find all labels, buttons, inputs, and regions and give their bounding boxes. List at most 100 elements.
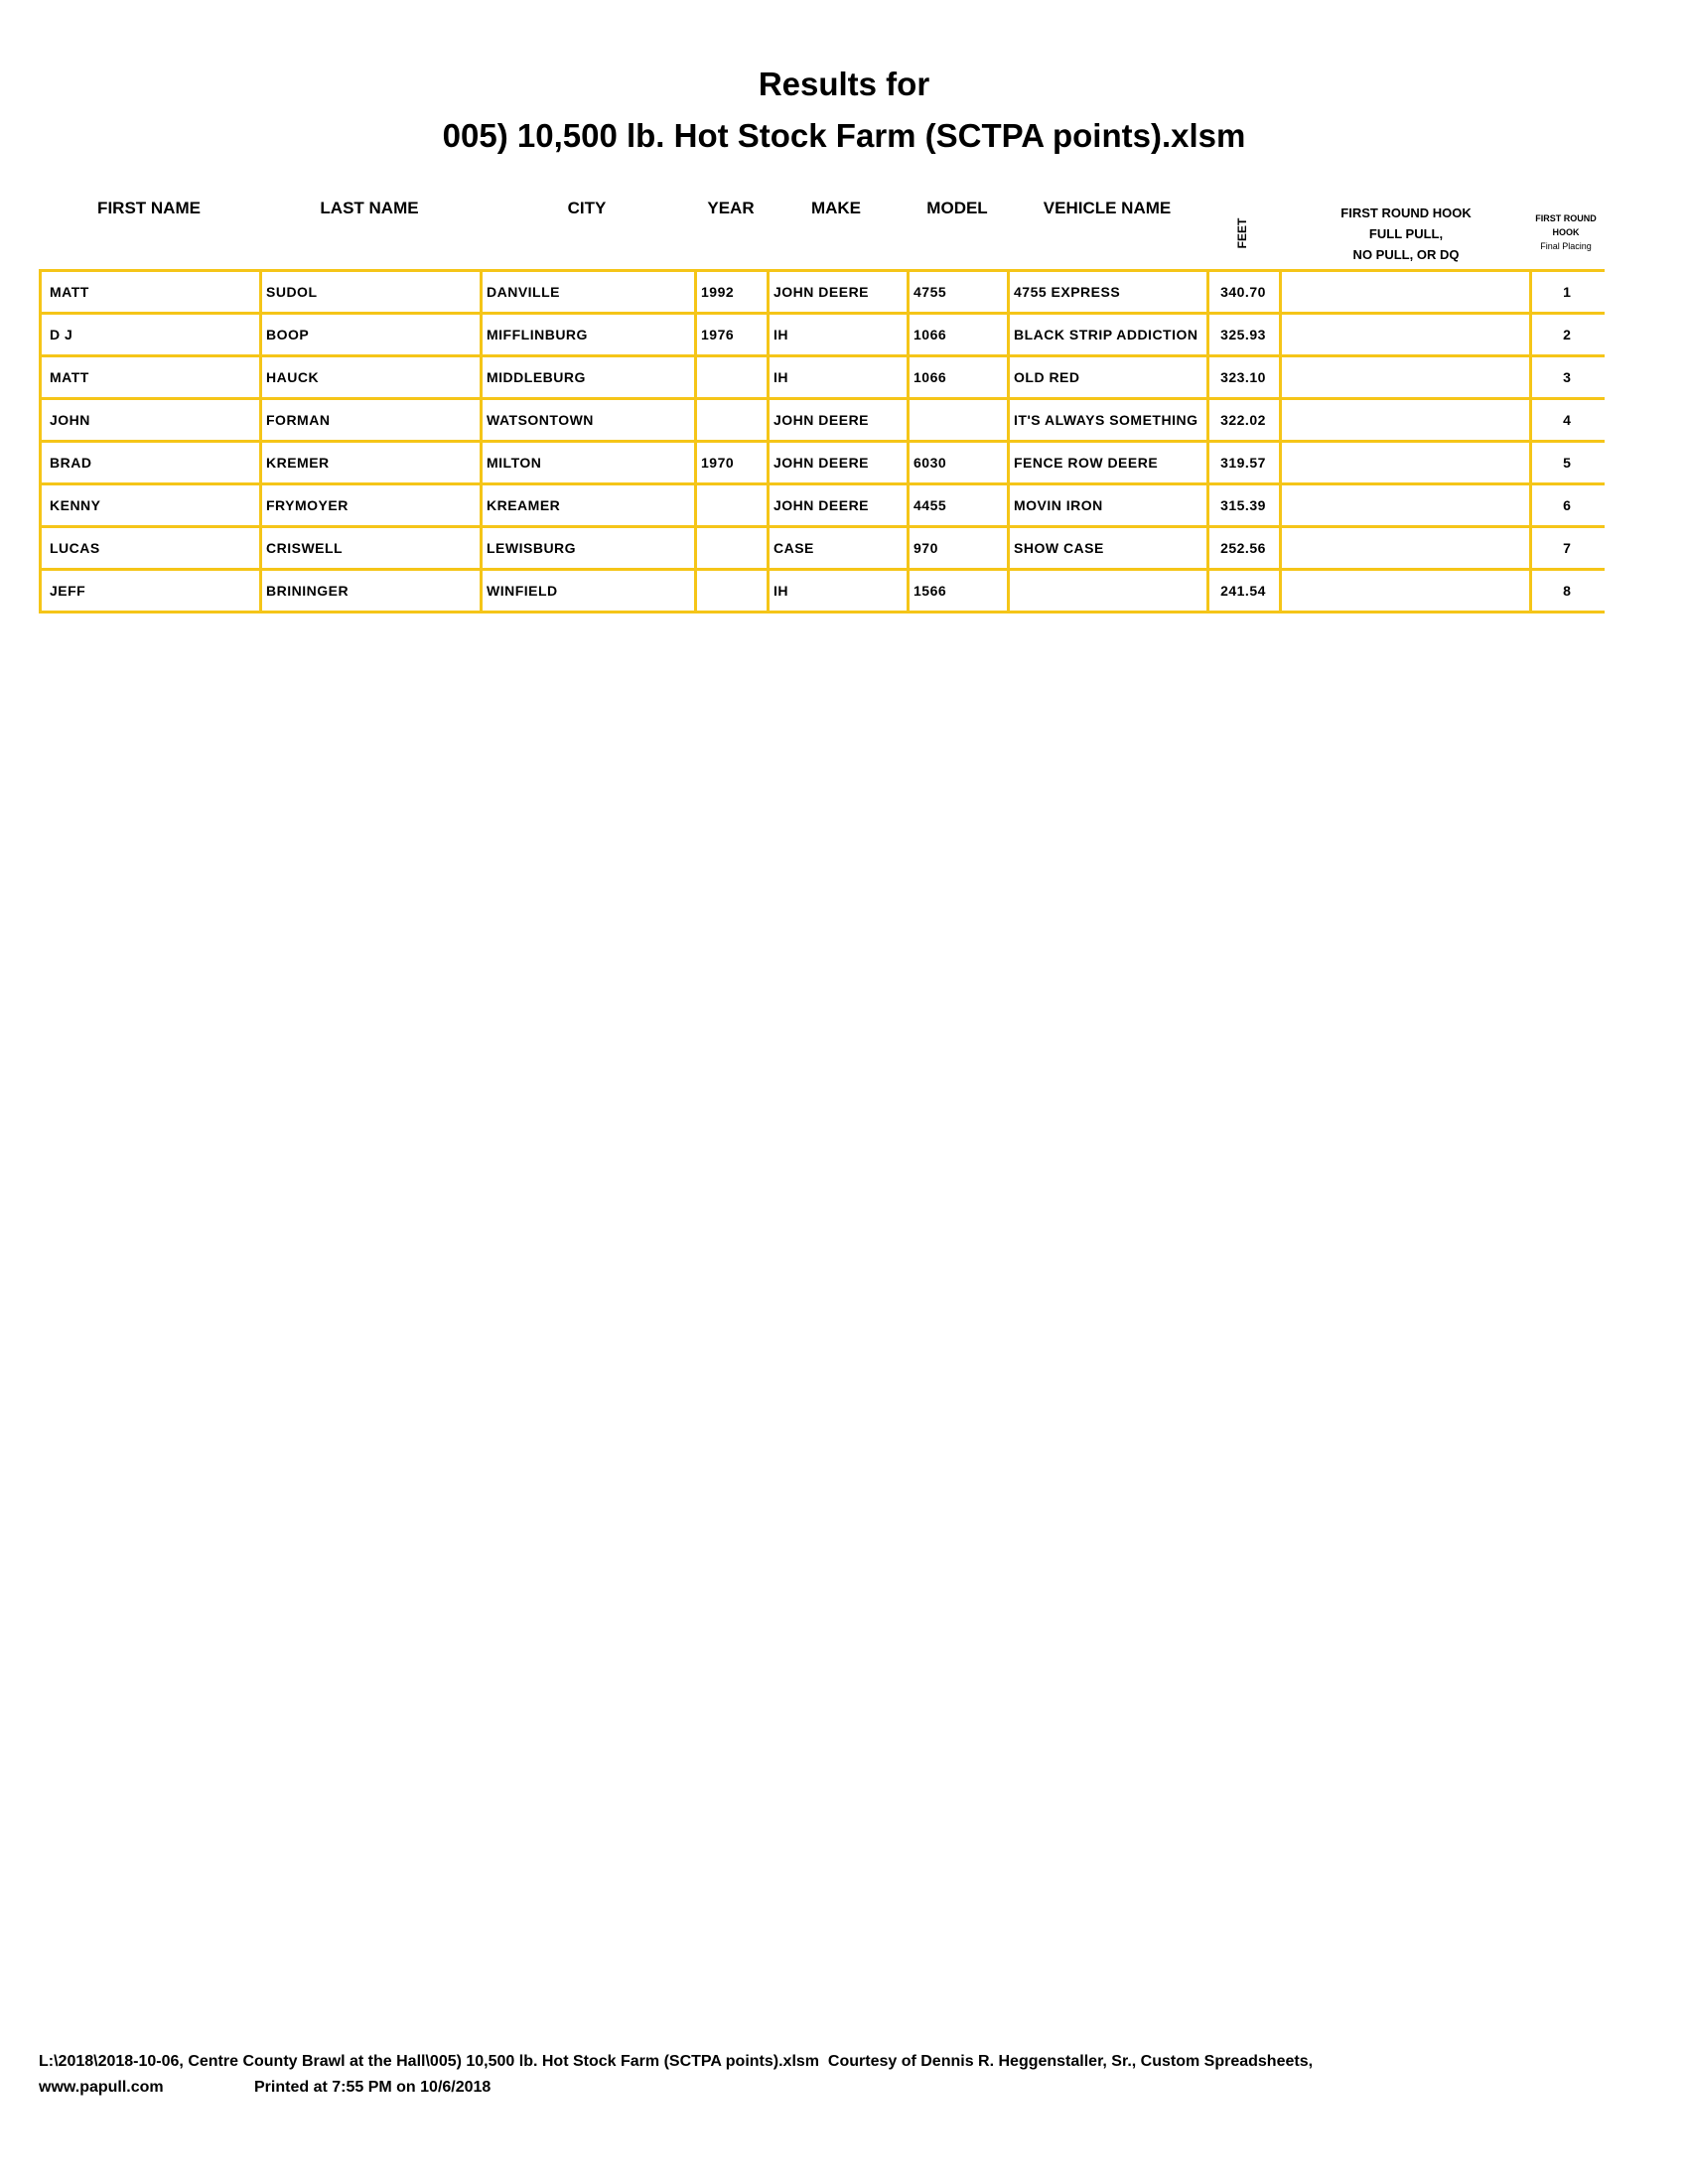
header-placing-line: HOOK xyxy=(1552,227,1580,237)
cell-last-name: BRININGER xyxy=(259,568,483,614)
table-row: JEFF BRININGER WINFIELD IH 1566 241.54 8 xyxy=(39,568,1605,614)
page-title: Results for xyxy=(758,66,930,102)
cell-vehicle-name xyxy=(1007,568,1209,614)
cell-hook-result xyxy=(1279,312,1532,357)
results-table: MATT SUDOL DANVILLE 1992 JOHN DEERE 4755 4755 … xyxy=(39,269,1605,614)
cell-first-name: BRAD xyxy=(39,440,262,485)
cell-feet: 241.54 xyxy=(1206,568,1282,614)
cell-hook-result xyxy=(1279,482,1532,528)
cell-final-placing: 3 xyxy=(1529,354,1605,400)
cell-last-name: HAUCK xyxy=(259,354,483,400)
cell-hook-result xyxy=(1279,440,1532,485)
cell-vehicle-name: BLACK STRIP ADDICTION xyxy=(1007,312,1209,357)
cell-city: KREAMER xyxy=(480,482,697,528)
cell-year xyxy=(694,482,770,528)
header-placing-line: FIRST ROUND xyxy=(1535,213,1597,223)
cell-vehicle-name: FENCE ROW DEERE xyxy=(1007,440,1209,485)
footer-url[interactable]: www.papull.com xyxy=(39,2079,164,2096)
cell-year: 1970 xyxy=(694,440,770,485)
cell-year xyxy=(694,568,770,614)
header-hook-line: FIRST ROUND HOOK xyxy=(1340,205,1472,220)
cell-city: WINFIELD xyxy=(480,568,697,614)
cell-vehicle-name: IT'S ALWAYS SOMETHING xyxy=(1007,397,1209,443)
header-model: MODEL xyxy=(926,199,988,217)
cell-last-name: FORMAN xyxy=(259,397,483,443)
cell-last-name: KREMER xyxy=(259,440,483,485)
cell-first-name: LUCAS xyxy=(39,525,262,571)
cell-last-name: CRISWELL xyxy=(259,525,483,571)
cell-city: WATSONTOWN xyxy=(480,397,697,443)
header-vehicle-name: VEHICLE NAME xyxy=(1043,199,1172,217)
header-hook-result: FIRST ROUND HOOK FULL PULL, NO PULL, OR … xyxy=(1340,203,1471,265)
table-row: MATT HAUCK MIDDLEBURG IH 1066 OLD RED 323.10 3 xyxy=(39,354,1605,400)
cell-city: DANVILLE xyxy=(480,269,697,315)
header-feet: FEET xyxy=(1235,217,1249,249)
footer-file-path: L:\2018\2018-10-06, Centre County Brawl … xyxy=(39,2053,1314,2070)
header-placing-line: Final Placing xyxy=(1540,241,1592,251)
cell-feet: 252.56 xyxy=(1206,525,1282,571)
cell-year xyxy=(694,525,770,571)
table-row: MATT SUDOL DANVILLE 1992 JOHN DEERE 4755 4755 … xyxy=(39,269,1605,315)
cell-make: JOHN DEERE xyxy=(767,397,910,443)
cell-model: 1566 xyxy=(907,568,1010,614)
header-first-name: FIRST NAME xyxy=(97,199,201,217)
cell-vehicle-name: OLD RED xyxy=(1007,354,1209,400)
header-final-placing: FIRST ROUND HOOK Final Placing xyxy=(1535,211,1597,253)
cell-first-name: JEFF xyxy=(39,568,262,614)
cell-first-name: MATT xyxy=(39,269,262,315)
page-subtitle: 005) 10,500 lb. Hot Stock Farm (SCTPA po… xyxy=(442,117,1246,154)
cell-city: MILTON xyxy=(480,440,697,485)
table-row: KENNY FRYMOYER KREAMER JOHN DEERE 4455 MOVIN … xyxy=(39,482,1605,528)
cell-first-name: D J xyxy=(39,312,262,357)
cell-final-placing: 8 xyxy=(1529,568,1605,614)
cell-last-name: FRYMOYER xyxy=(259,482,483,528)
cell-model: 1066 xyxy=(907,312,1010,357)
cell-final-placing: 1 xyxy=(1529,269,1605,315)
cell-make: JOHN DEERE xyxy=(767,482,910,528)
header-make: MAKE xyxy=(810,199,862,217)
cell-final-placing: 2 xyxy=(1529,312,1605,357)
cell-make: IH xyxy=(767,312,910,357)
cell-vehicle-name: MOVIN IRON xyxy=(1007,482,1209,528)
cell-model: 4755 xyxy=(907,269,1010,315)
table-row: BRAD KREMER MILTON 1970 JOHN DEERE 6030 FENCE … xyxy=(39,440,1605,485)
cell-model: 970 xyxy=(907,525,1010,571)
cell-last-name: BOOP xyxy=(259,312,483,357)
cell-first-name: KENNY xyxy=(39,482,262,528)
cell-feet: 340.70 xyxy=(1206,269,1282,315)
cell-year xyxy=(694,354,770,400)
table-row: LUCAS CRISWELL LEWISBURG CASE 970 SHOW CASE 25… xyxy=(39,525,1605,571)
cell-hook-result xyxy=(1279,354,1532,400)
cell-first-name: MATT xyxy=(39,354,262,400)
cell-year: 1992 xyxy=(694,269,770,315)
cell-feet: 323.10 xyxy=(1206,354,1282,400)
footer-printed: Printed at 7:55 PM on 10/6/2018 xyxy=(254,2079,492,2096)
cell-year xyxy=(694,397,770,443)
cell-hook-result xyxy=(1279,525,1532,571)
cell-make: JOHN DEERE xyxy=(767,269,910,315)
cell-city: LEWISBURG xyxy=(480,525,697,571)
cell-make: IH xyxy=(767,568,910,614)
cell-last-name: SUDOL xyxy=(259,269,483,315)
cell-vehicle-name: 4755 EXPRESS xyxy=(1007,269,1209,315)
cell-model xyxy=(907,397,1010,443)
cell-final-placing: 6 xyxy=(1529,482,1605,528)
cell-make: CASE xyxy=(767,525,910,571)
cell-hook-result xyxy=(1279,397,1532,443)
cell-model: 6030 xyxy=(907,440,1010,485)
header-hook-line: NO PULL, OR DQ xyxy=(1352,247,1460,262)
header-year: YEAR xyxy=(707,199,755,217)
cell-feet: 315.39 xyxy=(1206,482,1282,528)
cell-model: 1066 xyxy=(907,354,1010,400)
cell-first-name: JOHN xyxy=(39,397,262,443)
cell-model: 4455 xyxy=(907,482,1010,528)
cell-hook-result xyxy=(1279,269,1532,315)
cell-year: 1976 xyxy=(694,312,770,357)
header-last-name: LAST NAME xyxy=(320,199,419,217)
cell-final-placing: 5 xyxy=(1529,440,1605,485)
cell-make: IH xyxy=(767,354,910,400)
cell-city: MIFFLINBURG xyxy=(480,312,697,357)
cell-feet: 319.57 xyxy=(1206,440,1282,485)
table-row: D J BOOP MIFFLINBURG 1976 IH 1066 BLACK STRIP … xyxy=(39,312,1605,357)
